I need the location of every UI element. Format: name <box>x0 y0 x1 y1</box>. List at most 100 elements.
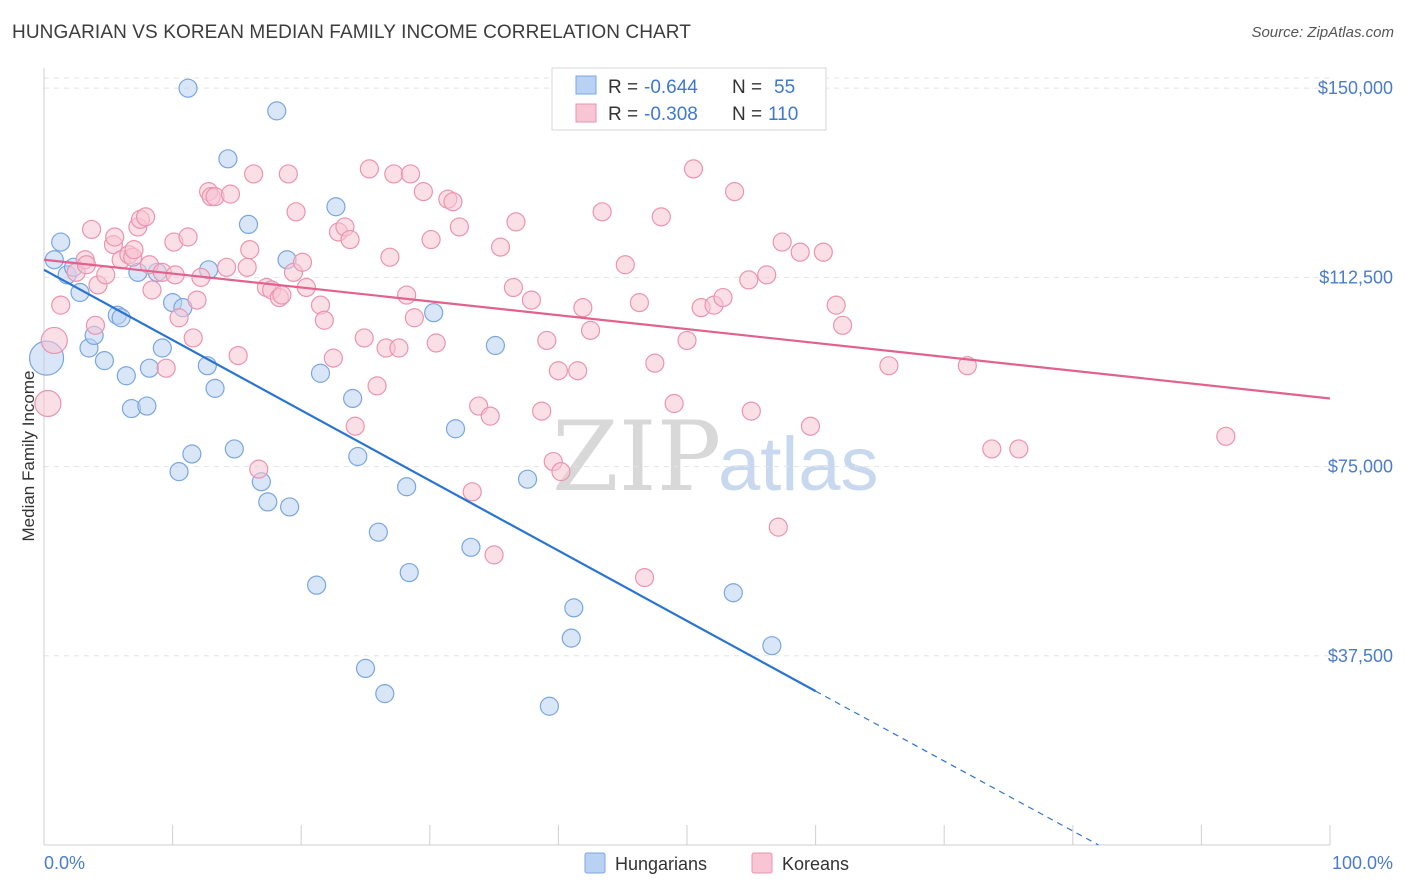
korean-point <box>634 567 655 588</box>
korean-point <box>645 353 665 373</box>
hungarian-point <box>224 439 244 459</box>
hungarian-point <box>139 358 160 378</box>
korean-point <box>443 192 463 212</box>
korean-point <box>615 255 635 275</box>
korean-point <box>367 376 387 396</box>
korean-point <box>292 252 313 272</box>
x-tick-label-max: 100.0% <box>1332 853 1393 873</box>
hungarian-point <box>343 388 363 409</box>
hungarian-point <box>267 101 287 121</box>
korean-point <box>629 293 650 313</box>
korean-point <box>426 333 446 353</box>
korean-point <box>237 257 257 277</box>
hungarian-point <box>307 575 327 595</box>
hungarian-point <box>399 562 419 583</box>
hungarian-point <box>561 628 581 648</box>
hungarian-trend-line <box>43 268 817 693</box>
korean-point <box>484 545 504 565</box>
korean-point <box>217 257 237 277</box>
hungarian-point <box>539 696 559 716</box>
trend-lines <box>43 258 1331 846</box>
y-tick-label: $37,500 <box>1328 646 1393 666</box>
korean-point <box>580 320 601 340</box>
y-axis-title: Median Family Income <box>19 370 38 541</box>
korean-point <box>1009 439 1029 459</box>
korean-point <box>278 164 298 184</box>
hungarian-n-label: N = <box>732 77 762 98</box>
korean-point <box>724 182 745 202</box>
y-tick-label: $75,000 <box>1328 457 1393 477</box>
hungarian-trend-extension <box>815 690 1099 846</box>
hungarian-point <box>424 303 444 323</box>
korean-point <box>34 389 62 418</box>
hungarian-r-label: R = <box>608 77 638 98</box>
korean-point <box>532 401 552 421</box>
korean-r-label: R = <box>608 104 638 125</box>
hungarian-point <box>94 351 115 371</box>
korean-point <box>187 290 207 310</box>
korean-point <box>1216 426 1236 446</box>
hungarian-n-value: 55 <box>774 77 795 98</box>
hungarian-point <box>258 492 278 512</box>
korean-point <box>462 482 482 502</box>
hungarian-point <box>152 338 172 358</box>
korean-point <box>183 328 203 348</box>
korean-point <box>249 459 269 479</box>
korean-point <box>573 298 593 318</box>
hungarian-point <box>137 396 157 416</box>
korean-point <box>813 242 833 262</box>
korean-point <box>957 356 977 376</box>
y-tick-label: $112,500 <box>1319 267 1393 287</box>
korean-point <box>135 207 156 227</box>
korean-point <box>51 295 71 315</box>
korean-point <box>384 164 404 184</box>
x-ticks <box>43 825 1331 845</box>
korean-point <box>323 348 343 368</box>
korean-point <box>413 182 433 202</box>
korean-point <box>503 277 523 298</box>
koreans-swatch <box>751 852 773 874</box>
hungarian-point <box>348 446 368 467</box>
korean-point <box>713 287 733 308</box>
korean-point <box>228 345 248 366</box>
korean-point <box>790 242 810 262</box>
korean-point <box>833 315 853 335</box>
hungarian-legend-swatch <box>575 75 597 95</box>
korean-point <box>490 237 511 257</box>
hungarian-point <box>310 363 331 383</box>
korean-point <box>389 338 409 358</box>
korean-point <box>340 229 360 250</box>
korean-point <box>772 232 792 252</box>
korean-point <box>480 406 500 426</box>
korean-point <box>380 247 400 267</box>
stats-legend: R = -0.644 N = 55 R = -0.308 N = 110 <box>551 67 827 131</box>
korean-point <box>421 229 441 250</box>
hungarian-point <box>355 658 376 679</box>
korean-point <box>800 416 821 436</box>
y-tick-labels: $150,000 $112,500 $75,000 $37,500 <box>1318 78 1393 666</box>
korean-point <box>404 308 424 328</box>
hungarian-point <box>51 232 71 252</box>
y-tick-label: $150,000 <box>1318 78 1393 98</box>
korean-r-value: -0.308 <box>644 104 698 125</box>
hungarian-point <box>762 636 782 656</box>
korean-point <box>40 326 68 355</box>
korean-point <box>359 159 379 179</box>
hungarian-point <box>169 462 189 482</box>
x-tick-label-min: 0.0% <box>44 853 85 873</box>
hungarians-legend-label: Hungarians <box>615 854 707 874</box>
korean-point <box>244 164 264 184</box>
hungarian-point <box>485 335 505 356</box>
korean-point <box>156 358 176 378</box>
hungarian-point <box>723 583 743 603</box>
korean-trend-line <box>43 258 1331 400</box>
korean-point <box>757 265 777 285</box>
stats-legend-box <box>551 67 827 131</box>
korean-point <box>400 164 421 184</box>
korean-point <box>506 212 526 232</box>
korean-point <box>651 207 671 227</box>
hungarian-point <box>238 214 259 235</box>
hungarian-point <box>445 419 466 439</box>
korean-point <box>354 328 374 348</box>
